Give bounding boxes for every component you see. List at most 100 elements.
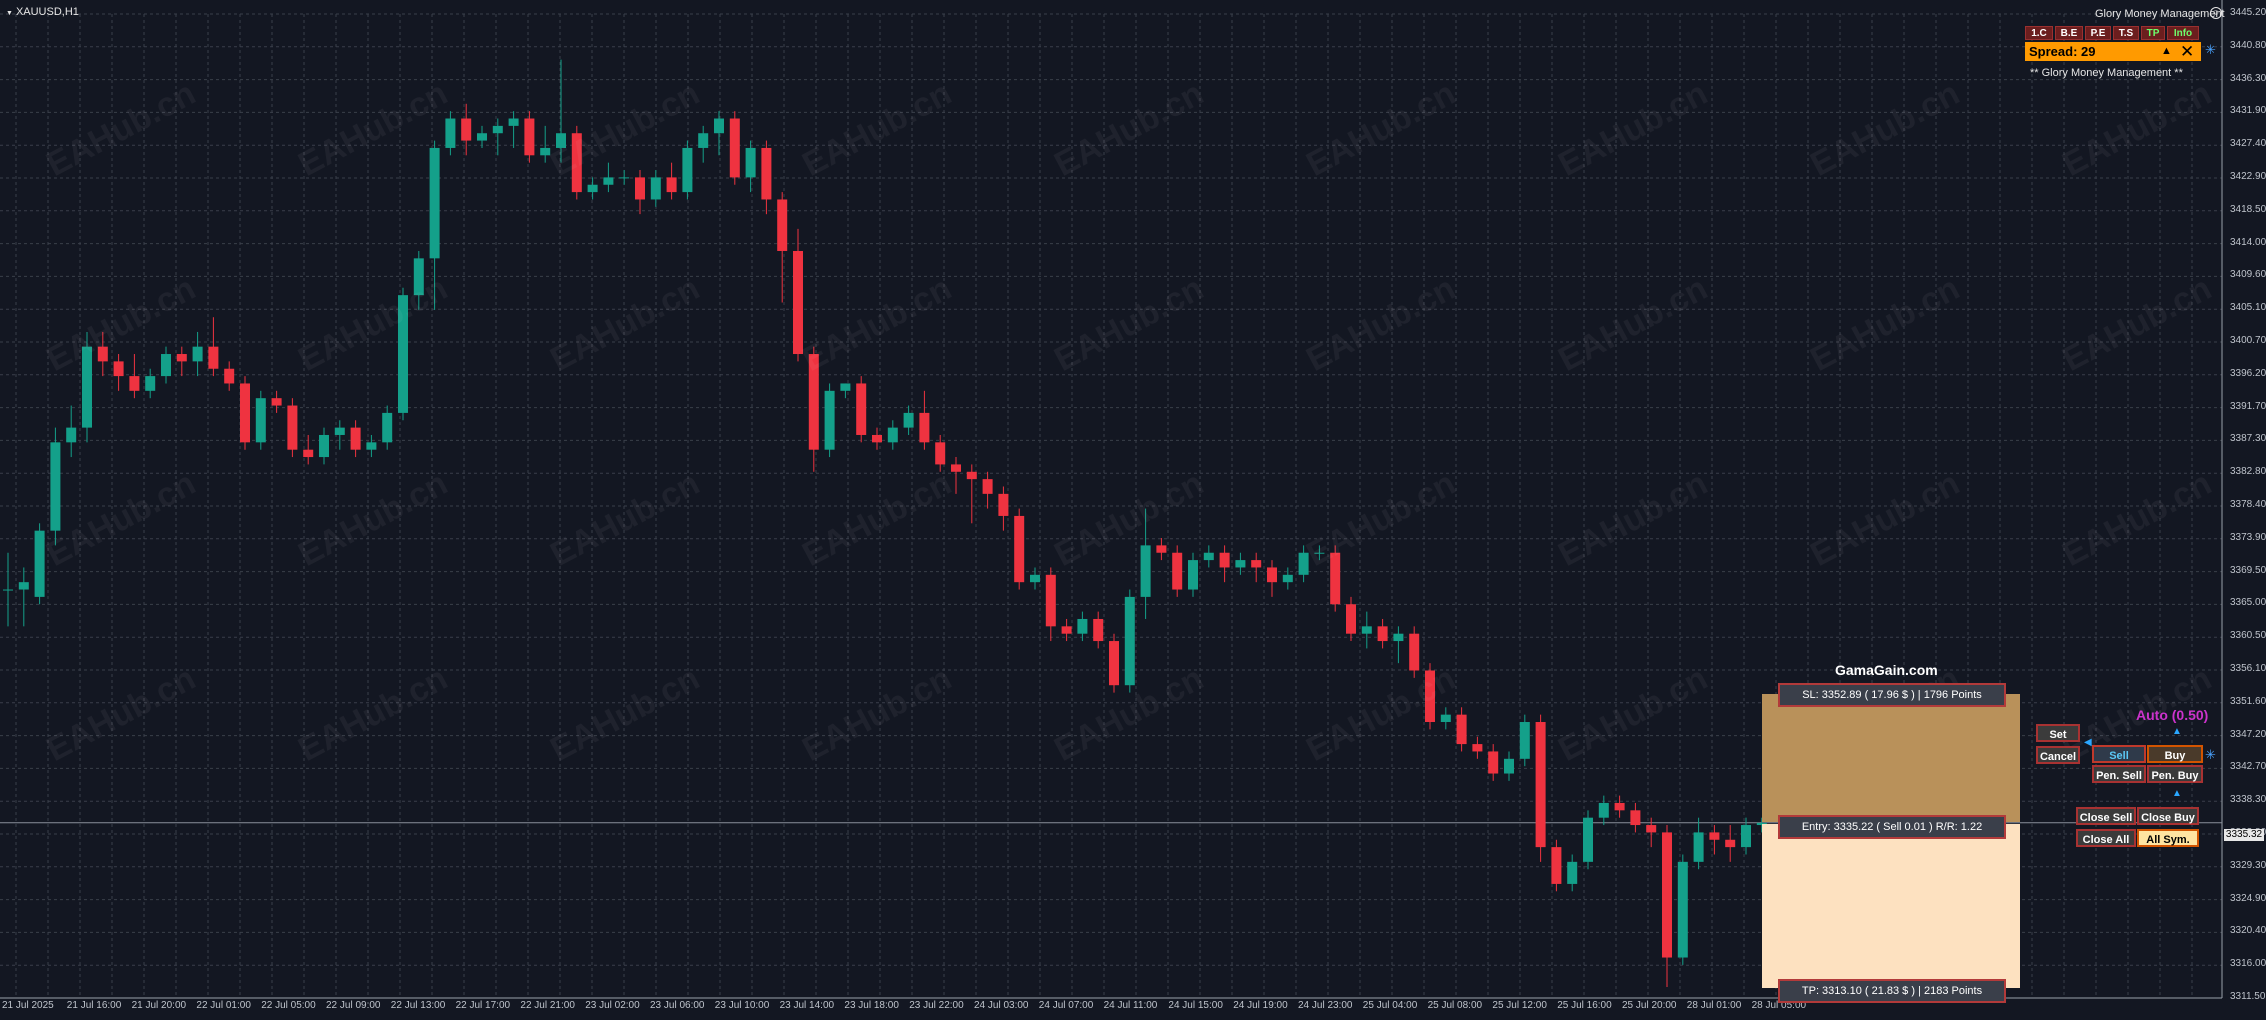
dropdown-triangle-icon[interactable]: ▼ [6, 10, 13, 17]
candle [1472, 736, 1483, 759]
time-tick-label: 24 Jul 15:00 [1168, 1000, 1223, 1011]
price-tick-label: 3324.90 [2230, 892, 2266, 904]
price-tick-label: 3320.40 [2230, 925, 2266, 937]
ea-button-be[interactable]: B.E [2055, 26, 2083, 40]
candle [540, 125, 551, 163]
candle-body [1124, 596, 1135, 686]
candle-body [1409, 633, 1420, 671]
candle [255, 390, 266, 450]
buy-button[interactable]: Buy [2147, 745, 2203, 763]
candle-body [461, 118, 472, 141]
candle [1172, 545, 1183, 597]
price-tick-label: 3356.10 [2230, 663, 2266, 674]
candle-body [1140, 545, 1151, 597]
candle-body [1061, 626, 1072, 634]
pending-buy-button[interactable]: Pen. Buy [2147, 765, 2203, 783]
time-tick-label: 23 Jul 02:00 [585, 1000, 640, 1011]
time-tick-label: 22 Jul 13:00 [390, 1000, 446, 1011]
candle [808, 346, 819, 472]
candle-body [1535, 722, 1546, 848]
close-buy-button[interactable]: Close Buy [2137, 807, 2199, 825]
sell-button[interactable]: Sell [2092, 745, 2146, 763]
all-symbols-button[interactable]: All Sym. [2137, 829, 2199, 847]
candle [429, 140, 440, 310]
candle [745, 140, 756, 193]
ea-button-1c[interactable]: 1.C [2025, 26, 2053, 40]
close-icon[interactable]: ✕ [2180, 42, 2195, 61]
candle [240, 376, 250, 450]
stop-loss-zone[interactable] [1762, 694, 2020, 822]
candle [192, 331, 203, 377]
ea-button-ts[interactable]: T.S [2113, 26, 2139, 40]
crosshair-marker-icon[interactable]: ✳ [2205, 747, 2216, 762]
take-profit-zone[interactable] [1762, 824, 2020, 988]
cancel-button[interactable]: Cancel [2036, 746, 2080, 764]
candle-body [1156, 545, 1167, 553]
candle [224, 361, 235, 391]
candle-body [872, 434, 882, 443]
price-tick-label: 3427.40 [2230, 138, 2266, 150]
candle-body [508, 118, 519, 126]
candle-body [1282, 574, 1293, 583]
take-profit-line-label[interactable]: TP: 3313.10 ( 21.83 $ ) | 2183 Points [1778, 979, 2006, 1003]
candle [1677, 854, 1688, 965]
candle [1298, 545, 1309, 583]
candle-body [477, 133, 487, 141]
candle-body [1314, 552, 1325, 554]
close-sell-button[interactable]: Close Sell [2076, 807, 2136, 825]
collapse-icon[interactable]: ▲ [2161, 45, 2172, 57]
candle-body [161, 354, 171, 377]
candle [34, 523, 45, 605]
ea-button-pe[interactable]: P.E [2085, 26, 2111, 40]
candle [1409, 626, 1420, 678]
stop-loss-line-label[interactable]: SL: 3352.89 ( 17.96 $ ) | 1796 Points [1778, 683, 2006, 707]
candle [1756, 817, 1767, 833]
time-tick-label: 25 Jul 12:00 [1492, 1000, 1547, 1011]
candle-body [145, 376, 156, 391]
candle [650, 170, 661, 207]
candle [903, 405, 914, 435]
set-button[interactable]: Set [2036, 724, 2080, 742]
pending-sell-button[interactable]: Pen. Sell [2092, 765, 2146, 783]
candle [1583, 810, 1593, 870]
time-tick-label: 22 Jul 01:00 [196, 1000, 251, 1011]
entry-line-label[interactable]: Entry: 3335.22 ( Sell 0.01 ) R/R: 1.22 [1778, 815, 2006, 839]
crosshair-marker-icon[interactable]: ✳ [2205, 42, 2216, 57]
ea-button-info[interactable]: Info [2167, 26, 2199, 40]
candle-body [1377, 626, 1388, 642]
candle-body [271, 398, 282, 406]
price-tick-label: 3338.30 [2230, 794, 2266, 806]
candle-body [1614, 802, 1625, 811]
candle-body [1030, 574, 1040, 583]
candle [176, 346, 187, 377]
price-tick-label: 3378.40 [2230, 499, 2266, 510]
candle [824, 383, 835, 458]
price-tick-label: 3405.10 [2230, 302, 2266, 314]
candle-body [82, 346, 92, 428]
ea-button-tp[interactable]: TP [2141, 26, 2165, 40]
candle [1693, 817, 1704, 870]
price-tick-label: 3445.20 [2230, 7, 2266, 18]
price-tick-label: 3422.90 [2230, 171, 2266, 182]
smiley-icon[interactable]: ☺ [2210, 7, 2222, 19]
candle-body [492, 125, 503, 134]
candle-body [919, 412, 930, 443]
candle-body [255, 398, 266, 443]
up-arrow-icon[interactable]: ▲ [2172, 788, 2182, 799]
price-tick-label: 3360.50 [2230, 630, 2266, 642]
candle [982, 471, 993, 509]
candle [413, 250, 424, 310]
candle [777, 192, 788, 303]
candle-body [587, 184, 598, 193]
ea-note: ** Glory Money Management ** [2030, 67, 2183, 79]
time-tick-label: 21 Jul 20:00 [131, 1000, 187, 1011]
up-arrow-icon[interactable]: ▲ [2172, 726, 2182, 737]
auto-lot-label[interactable]: Auto (0.50) [2136, 707, 2209, 723]
price-tick-label: 3387.30 [2230, 433, 2266, 445]
candle [461, 103, 472, 156]
candle [1725, 825, 1736, 862]
candle [1614, 795, 1625, 818]
close-all-button[interactable]: Close All [2076, 829, 2136, 847]
